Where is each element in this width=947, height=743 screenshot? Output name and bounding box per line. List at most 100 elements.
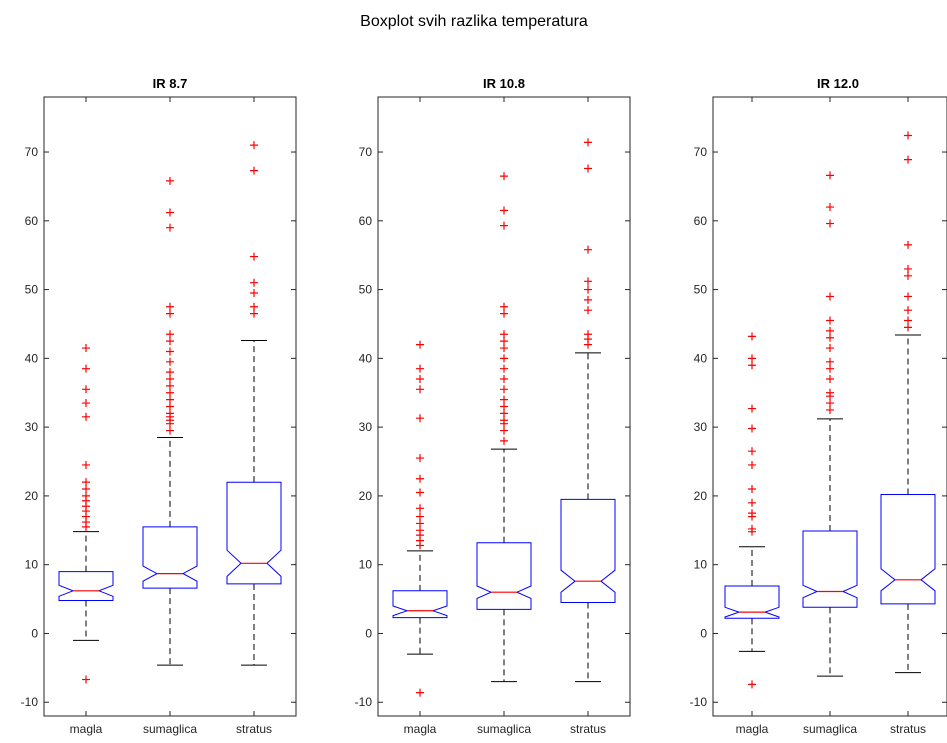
outlier-marker: [584, 285, 592, 294]
outlier-marker: [500, 385, 508, 394]
outlier-marker: [416, 526, 424, 535]
outlier-marker: [826, 292, 834, 301]
outlier-marker: [826, 203, 834, 212]
x-tick-label: sumaglica: [143, 722, 197, 736]
outlier-marker: [82, 460, 90, 469]
outlier-marker: [416, 512, 424, 521]
panel-title: IR 10.8: [483, 76, 525, 91]
notched-box: [802, 530, 858, 608]
outlier-marker: [166, 302, 174, 311]
y-tick-label: 30: [359, 420, 373, 434]
outlier-marker: [166, 374, 174, 383]
outlier-marker: [250, 278, 258, 287]
outlier-marker: [416, 340, 424, 349]
outlier-marker: [166, 402, 174, 411]
panel-1: IR 8.7 -10 0 10 20 30 40 50 60 70 magla sumaglica st…: [21, 76, 297, 736]
outlier-marker: [584, 245, 592, 254]
figure-title: Boxplot svih razlika temperatura: [360, 13, 588, 30]
outlier-marker: [166, 176, 174, 185]
y-tick-label: 40: [25, 351, 39, 365]
outlier-marker: [500, 330, 508, 339]
outlier-marker: [826, 357, 834, 366]
x-tick-label: magla: [404, 722, 437, 736]
box-stratus: [226, 141, 282, 666]
outlier-marker: [82, 675, 90, 684]
outlier-marker: [904, 323, 912, 332]
y-tick-label: 20: [359, 489, 373, 503]
y-tick-label: 40: [359, 351, 373, 365]
y-tick-label: -10: [690, 695, 708, 709]
notched-box: [560, 498, 616, 603]
outlier-marker: [584, 277, 592, 286]
y-tick-label: 50: [694, 283, 708, 297]
box-sumaglica: [142, 176, 198, 666]
panel-2: IR 10.8 -10 0 10 20 30 40 50 60 70 magla sumaglica s…: [355, 76, 631, 736]
outlier-marker: [904, 292, 912, 301]
y-tick-label: 30: [694, 420, 708, 434]
outlier-marker: [500, 172, 508, 181]
outlier-marker: [166, 223, 174, 232]
outlier-marker: [748, 354, 756, 363]
outlier-marker: [166, 347, 174, 356]
notched-box: [880, 494, 936, 605]
x-tick-label: stratus: [236, 722, 272, 736]
x-tick-label: sumaglica: [803, 722, 857, 736]
panel-title: IR 8.7: [153, 76, 188, 91]
box-sumaglica: [802, 171, 858, 677]
outlier-marker: [500, 364, 508, 373]
outlier-marker: [416, 414, 424, 423]
y-tick-label: 30: [25, 420, 39, 434]
outlier-marker: [826, 405, 834, 414]
outlier-marker: [166, 357, 174, 366]
outlier-marker: [416, 688, 424, 697]
outlier-marker: [166, 409, 174, 418]
outlier-marker: [826, 399, 834, 408]
notched-box: [476, 542, 532, 610]
outlier-marker: [250, 289, 258, 298]
outlier-marker: [500, 221, 508, 230]
outlier-marker: [748, 361, 756, 370]
outlier-marker: [82, 491, 90, 500]
panel-title: IR 12.0: [817, 76, 859, 91]
y-tick-label: 20: [25, 489, 39, 503]
outlier-marker: [904, 264, 912, 273]
panel-3: IR 12.0 -10 0 10 20 30 40 50 60 70 magla sumaglica s…: [690, 76, 947, 736]
outlier-marker: [748, 424, 756, 433]
outlier-marker: [416, 504, 424, 513]
outlier-marker: [166, 388, 174, 397]
y-tick-label: -10: [355, 695, 373, 709]
outlier-marker: [748, 498, 756, 507]
outlier-marker: [416, 519, 424, 528]
outlier-marker: [82, 364, 90, 373]
outlier-marker: [416, 374, 424, 383]
outlier-marker: [500, 206, 508, 215]
outlier-marker: [82, 344, 90, 353]
x-tick-label: magla: [70, 722, 103, 736]
outlier-marker: [748, 447, 756, 456]
outlier-marker: [584, 330, 592, 339]
y-tick-label: -10: [21, 695, 39, 709]
outlier-marker: [82, 478, 90, 487]
outlier-marker: [748, 332, 756, 341]
box-magla: [392, 340, 448, 697]
outlier-marker: [748, 680, 756, 689]
notched-box: [226, 481, 282, 585]
outlier-marker: [904, 306, 912, 315]
outlier-marker: [904, 131, 912, 140]
y-tick-label: 10: [359, 558, 373, 572]
outlier-marker: [500, 426, 508, 435]
y-tick-label: 70: [359, 145, 373, 159]
notched-box: [58, 571, 114, 601]
outlier-marker: [500, 354, 508, 363]
outlier-marker: [826, 316, 834, 325]
outlier-marker: [500, 302, 508, 311]
outlier-marker: [826, 388, 834, 397]
outlier-marker: [904, 316, 912, 325]
x-tick-label: sumaglica: [477, 722, 531, 736]
box-sumaglica: [476, 172, 532, 683]
outlier-marker: [82, 399, 90, 408]
outlier-marker: [584, 164, 592, 173]
outlier-marker: [166, 330, 174, 339]
y-tick-label: 50: [25, 283, 39, 297]
outlier-marker: [416, 474, 424, 483]
